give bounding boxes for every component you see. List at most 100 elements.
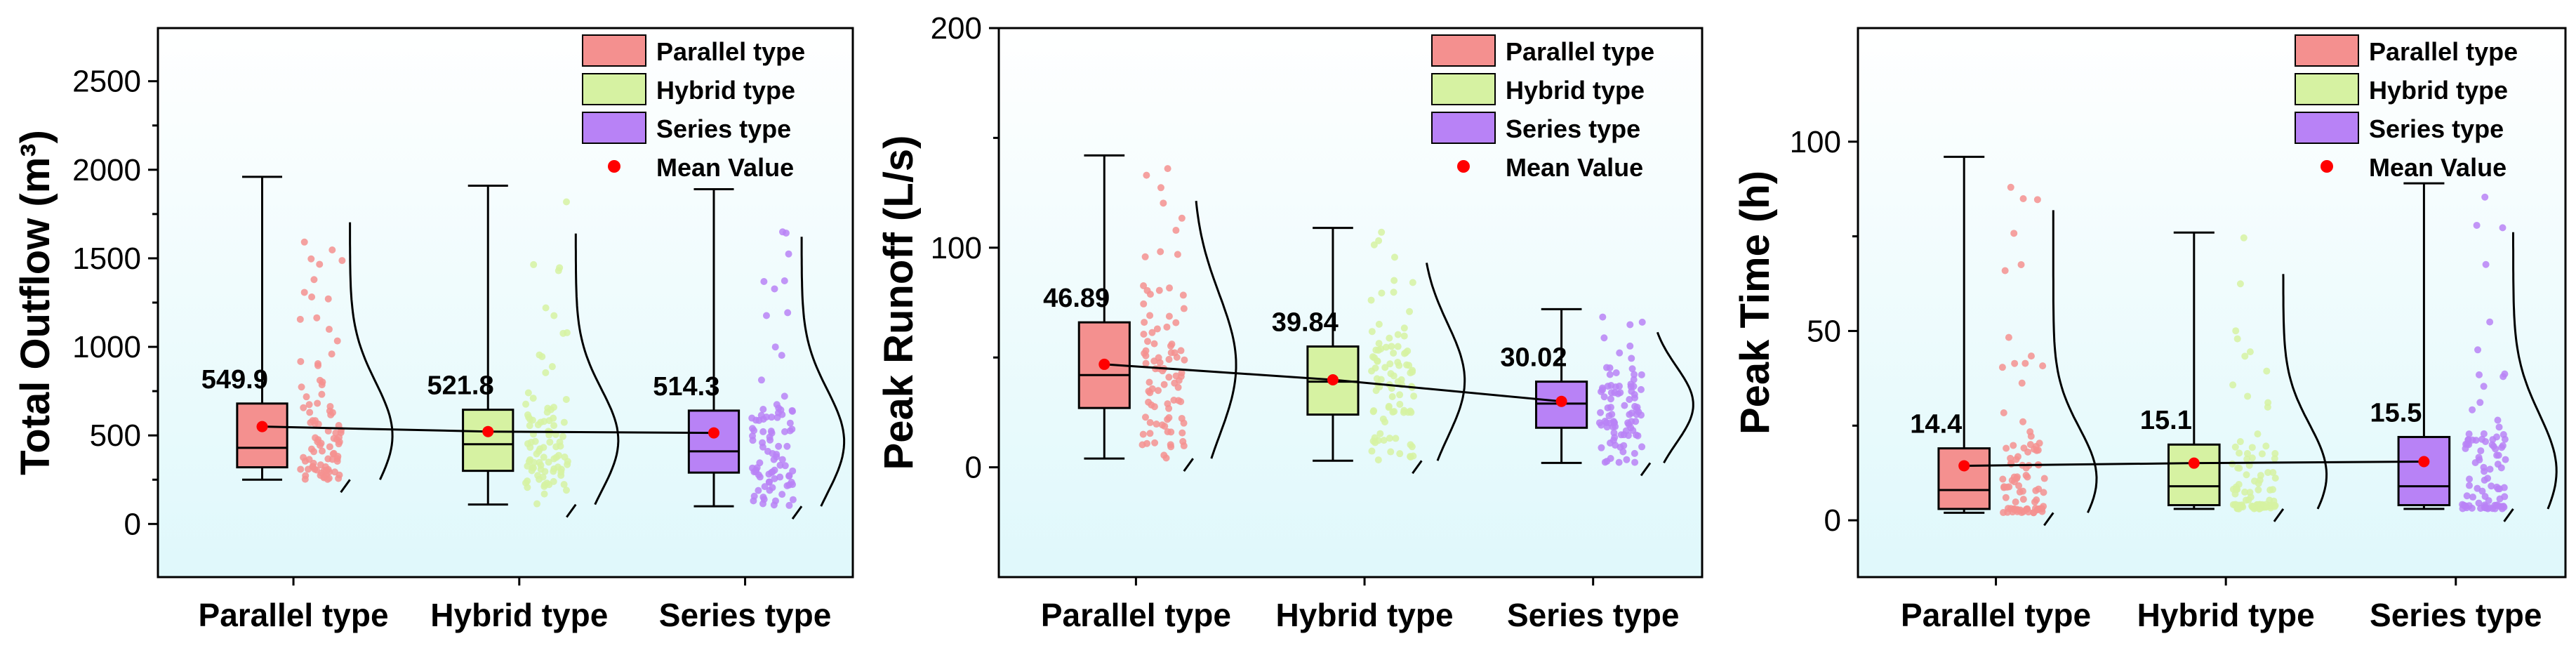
raw-point (2466, 475, 2474, 483)
raw-point (554, 463, 562, 471)
raw-point (2474, 346, 2482, 354)
raw-point (559, 432, 566, 440)
raw-point (305, 465, 312, 473)
raw-point (1167, 441, 1174, 449)
raw-point (1164, 165, 1171, 173)
raw-point (2462, 440, 2470, 448)
raw-point (542, 369, 550, 376)
raw-point (1637, 385, 1645, 393)
raw-point (1177, 347, 1185, 355)
raw-point (786, 427, 794, 435)
raw-point (1390, 289, 1397, 296)
raw-point (2469, 406, 2476, 414)
raw-point (785, 250, 792, 258)
raw-point (2007, 454, 2014, 462)
raw-point (530, 458, 538, 466)
raw-point (2495, 451, 2502, 459)
legend-swatch (582, 112, 646, 144)
legend-swatch (1431, 34, 1496, 67)
raw-point (2011, 359, 2019, 367)
raw-point (2481, 468, 2488, 475)
raw-point (2475, 371, 2483, 378)
raw-point (1146, 312, 1154, 319)
y-tick-label: 0 (124, 507, 141, 541)
raw-point (1607, 404, 1614, 411)
x-tick-label: Parallel type (1041, 597, 1231, 633)
y-tick-label: 0 (1824, 503, 1841, 538)
raw-point (1390, 277, 1398, 284)
density-tail (566, 503, 577, 518)
raw-point (1371, 354, 1379, 362)
raw-point (1143, 439, 1151, 447)
raw-point (766, 433, 774, 441)
mean-value-label: 30.02 (1500, 343, 1567, 373)
raw-point (318, 447, 326, 455)
raw-point (2473, 221, 2481, 229)
raw-point (1386, 435, 1393, 442)
y-axis-label: Total Outflow (m³) (13, 130, 58, 475)
raw-point (1638, 371, 1645, 378)
raw-point (1381, 418, 1389, 425)
raw-point (2486, 318, 2494, 326)
raw-point (310, 276, 318, 284)
raw-point (748, 464, 756, 472)
y-tick-label: 100 (1790, 125, 1841, 159)
raw-point (314, 362, 322, 369)
raw-point (2019, 418, 2027, 425)
raw-point (1600, 393, 1608, 401)
raw-point (784, 309, 792, 317)
raw-point (1381, 364, 1389, 371)
raw-point (1607, 454, 1614, 462)
raw-point (326, 443, 333, 451)
raw-point (324, 475, 331, 483)
raw-point (307, 255, 315, 263)
raw-point (1180, 442, 1188, 450)
raw-point (546, 438, 554, 446)
raw-point (2015, 482, 2023, 489)
raw-point (2262, 442, 2270, 450)
raw-point (534, 421, 542, 429)
raw-point (1164, 400, 1171, 408)
raw-point (2040, 475, 2048, 482)
density-tail (340, 479, 351, 494)
raw-point (1170, 397, 1178, 404)
raw-point (2257, 472, 2264, 480)
raw-point (540, 490, 548, 498)
raw-point (781, 462, 789, 470)
raw-point (2030, 509, 2038, 517)
raw-point (771, 343, 779, 351)
raw-point (1626, 321, 1634, 329)
raw-point (761, 483, 769, 491)
raw-point (2233, 335, 2241, 343)
density-curve (2282, 274, 2328, 510)
raw-point (324, 427, 332, 435)
raw-point (2497, 464, 2505, 472)
raw-point (1160, 381, 1168, 388)
raw-point (335, 475, 343, 482)
raw-point (2269, 486, 2277, 494)
raw-point (1141, 253, 1149, 260)
raw-point (778, 352, 785, 359)
raw-point (1396, 400, 1404, 408)
raw-point (1623, 456, 1631, 463)
raw-point (1407, 409, 1415, 416)
raw-point (1148, 329, 1156, 336)
raw-point (771, 285, 778, 293)
raw-point (552, 454, 560, 461)
raw-point (2469, 494, 2477, 501)
y-tick-label: 100 (931, 231, 982, 265)
raw-point (2255, 486, 2262, 494)
raw-point (2264, 468, 2272, 476)
density-tail (791, 505, 803, 520)
raw-point (1611, 419, 1619, 427)
raw-point (2021, 359, 2029, 367)
raw-point (2244, 392, 2252, 400)
raw-point (1172, 319, 1180, 326)
raw-point (2271, 450, 2279, 458)
raw-point (1386, 334, 1393, 342)
raw-point (318, 390, 326, 398)
mean-marker (1327, 373, 1339, 385)
box-1 (2167, 443, 2221, 507)
raw-point (2475, 499, 2483, 507)
raw-point (1150, 403, 1158, 411)
